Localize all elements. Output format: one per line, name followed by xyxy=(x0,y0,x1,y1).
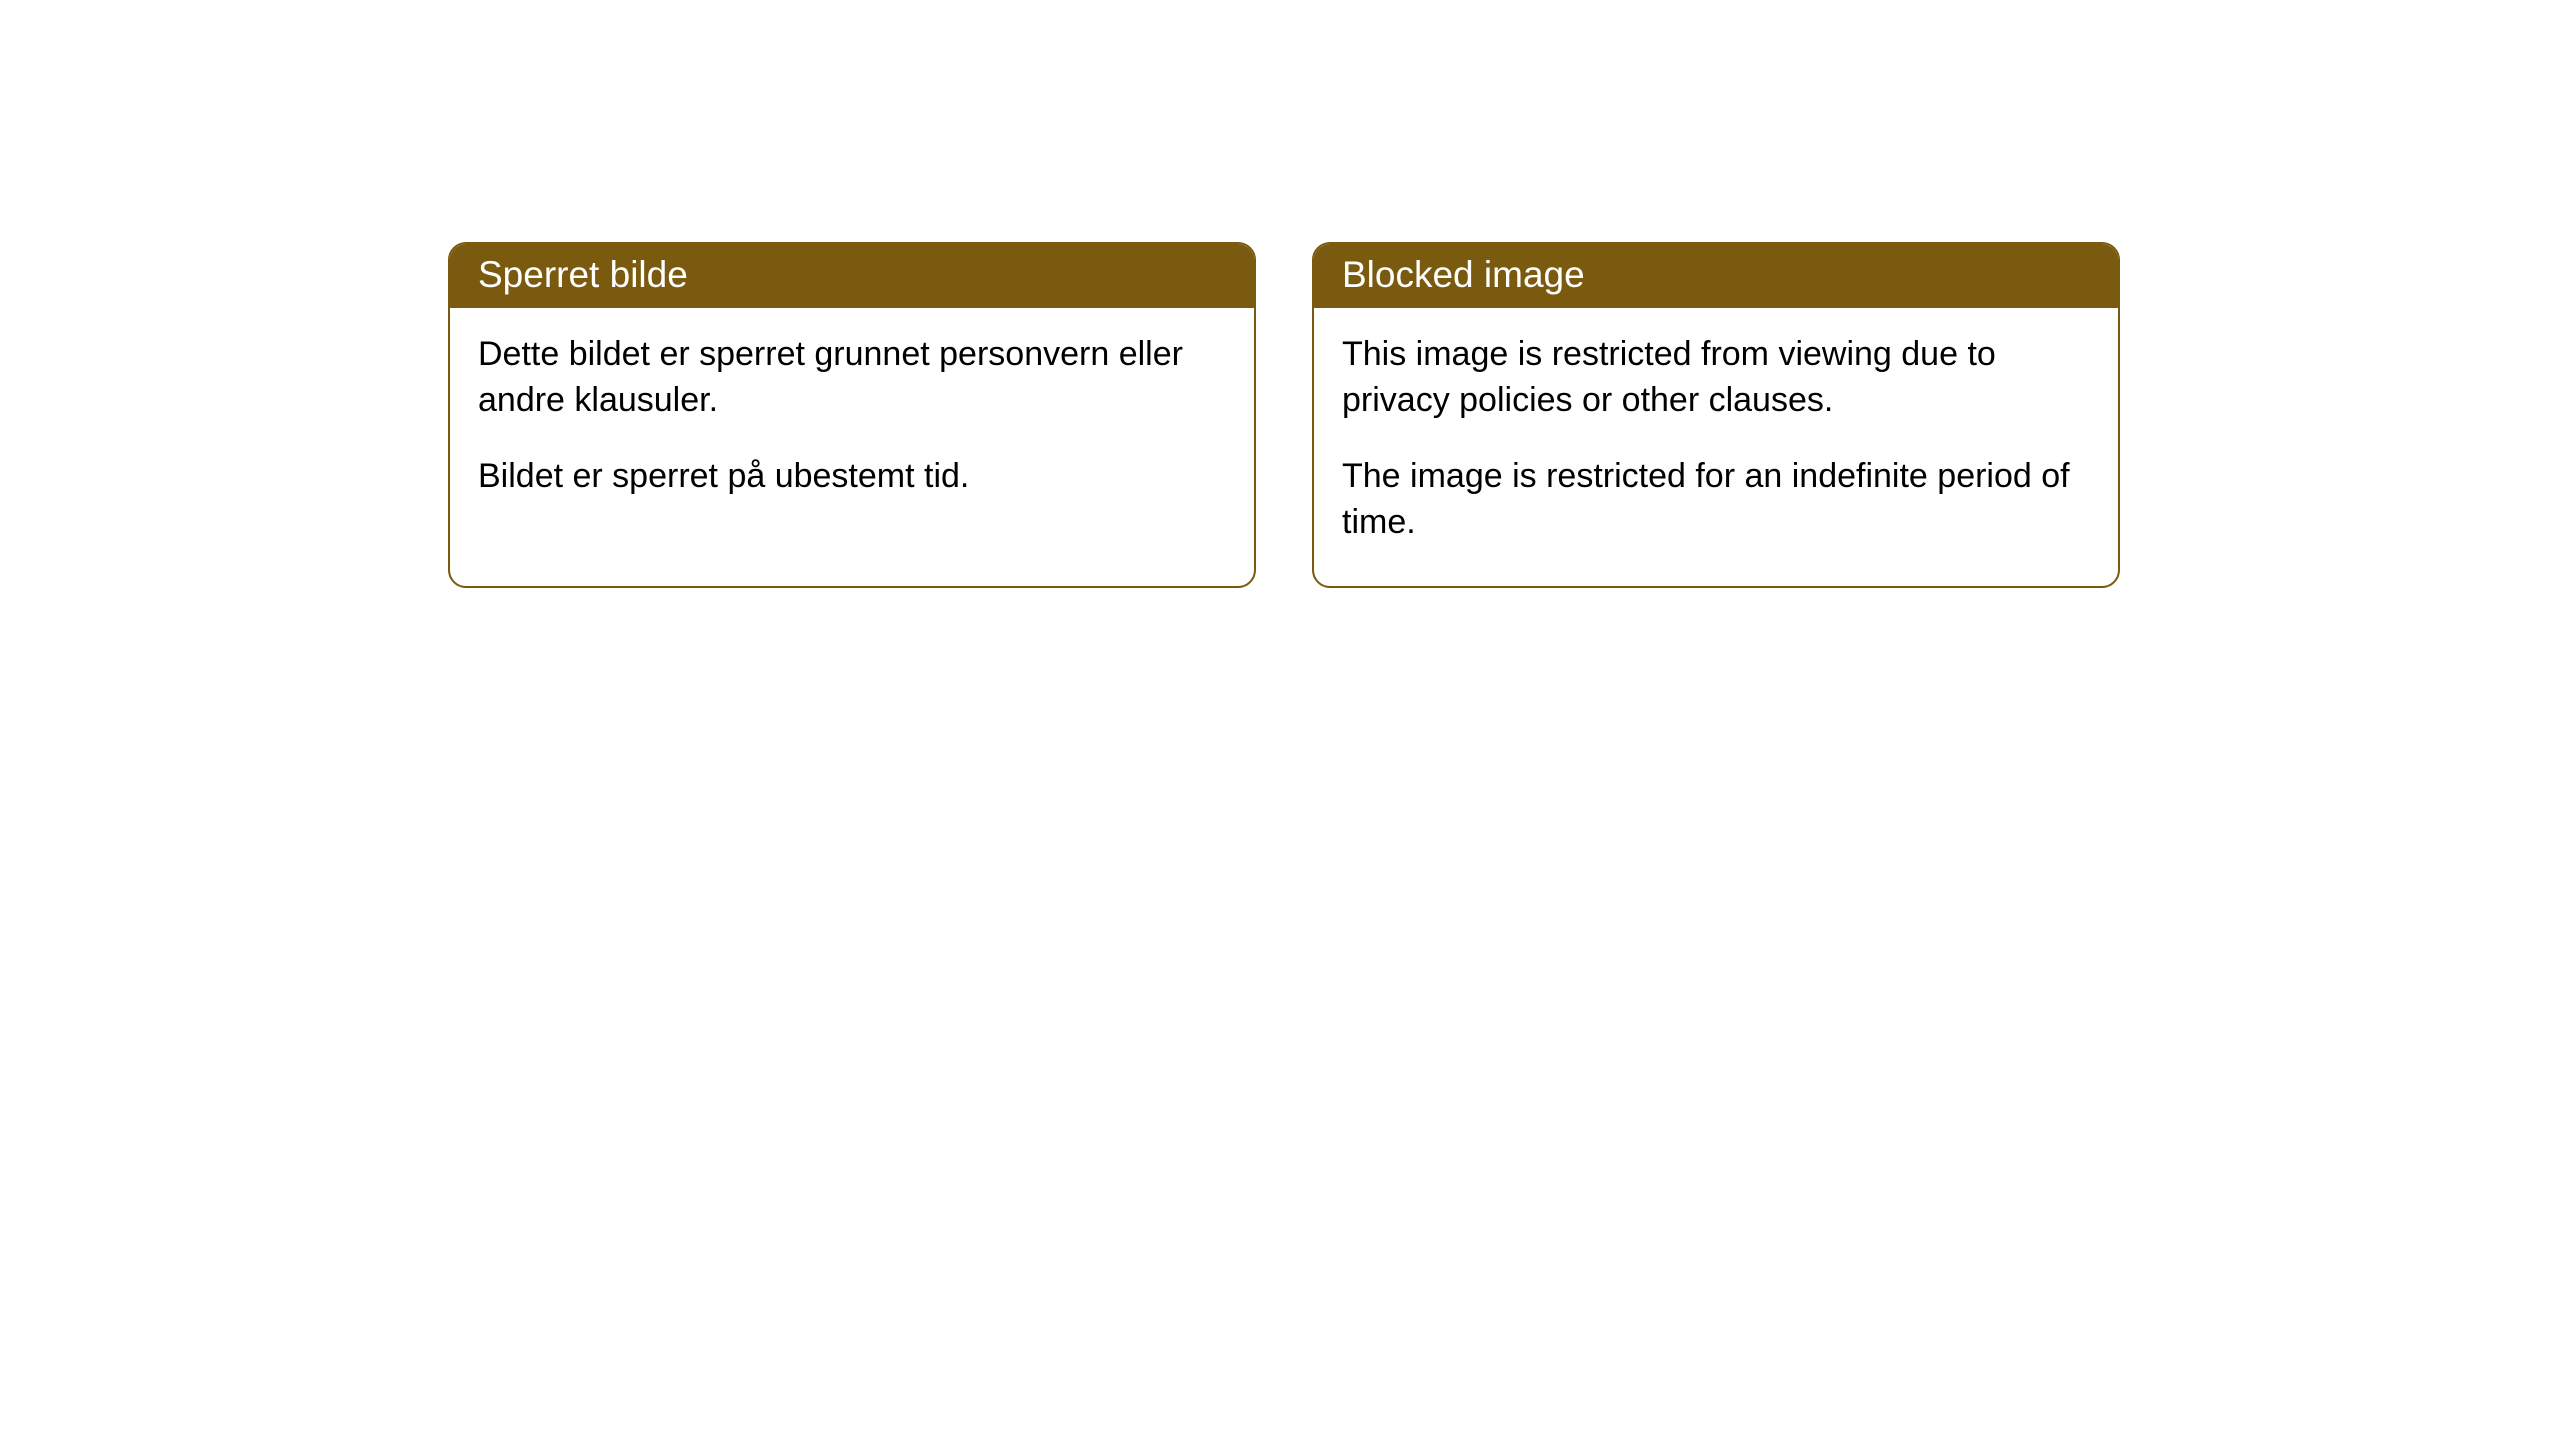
blocked-image-card-en: Blocked image This image is restricted f… xyxy=(1312,242,2120,588)
cards-container: Sperret bilde Dette bildet er sperret gr… xyxy=(448,242,2120,588)
card-text-en-1: This image is restricted from viewing du… xyxy=(1342,332,2090,424)
card-header-no: Sperret bilde xyxy=(450,244,1254,308)
card-text-en-2: The image is restricted for an indefinit… xyxy=(1342,454,2090,546)
card-text-no-2: Bildet er sperret på ubestemt tid. xyxy=(478,454,1226,500)
card-header-en: Blocked image xyxy=(1314,244,2118,308)
blocked-image-card-no: Sperret bilde Dette bildet er sperret gr… xyxy=(448,242,1256,588)
card-body-no: Dette bildet er sperret grunnet personve… xyxy=(450,308,1254,540)
card-body-en: This image is restricted from viewing du… xyxy=(1314,308,2118,586)
card-text-no-1: Dette bildet er sperret grunnet personve… xyxy=(478,332,1226,424)
